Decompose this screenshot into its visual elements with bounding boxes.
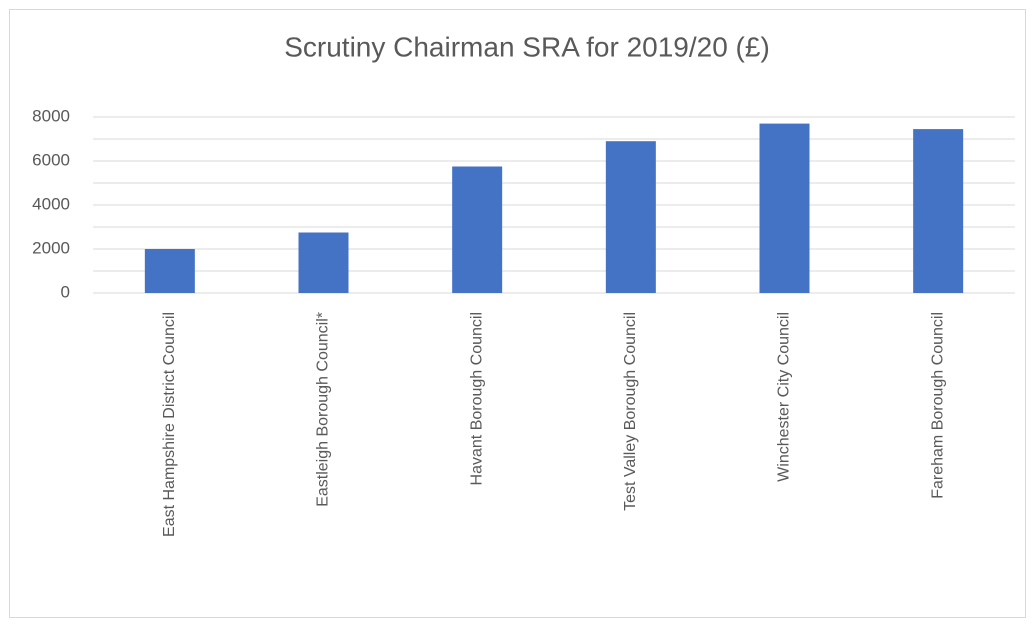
y-tick-label: 8000 — [32, 106, 70, 125]
chart-border — [9, 9, 1026, 618]
bar — [605, 141, 656, 293]
bar — [759, 123, 810, 293]
x-tick-label: Test Valley Borough Council — [622, 312, 639, 511]
chart-title: Scrutiny Chairman SRA for 2019/20 (£) — [284, 31, 770, 62]
bar — [144, 249, 195, 293]
bar — [452, 166, 503, 293]
x-tick-label: Fareham Borough Council — [929, 312, 946, 499]
x-tick-label: East Hampshire District Council — [161, 312, 178, 537]
x-tick-label: Eastleigh Borough Council* — [315, 312, 332, 507]
y-tick-label: 2000 — [32, 238, 70, 257]
bar — [298, 232, 349, 293]
y-tick-label: 6000 — [32, 150, 70, 169]
y-tick-label: 4000 — [32, 194, 70, 213]
x-tick-label: Winchester City Council — [776, 312, 793, 482]
bar — [913, 129, 964, 293]
x-tick-label: Havant Borough Council — [468, 312, 485, 485]
y-tick-label: 0 — [61, 282, 70, 301]
